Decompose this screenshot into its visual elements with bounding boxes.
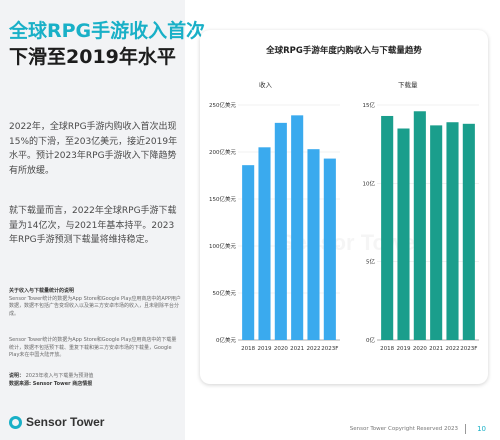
chart-title: 全球RPG手游年度内购收入与下载量趋势 <box>266 46 422 56</box>
title-line-1: 全球RPG手游收入首次 <box>9 20 206 42</box>
brand-name: Sensor Tower <box>26 415 105 429</box>
notes-label: 说明： <box>9 373 25 379</box>
page-number: 10 <box>477 425 486 433</box>
revenue-bar-2021 <box>291 115 304 340</box>
downloads-bar-2020 <box>413 111 426 341</box>
revenue-bar-2018 <box>242 165 255 340</box>
downloads-y-tick-label: 10亿 <box>363 179 376 187</box>
revenue-paragraph: 2022年，全球RPG手游内购收入首次出现15%的下滑，至203亿美元，接近20… <box>9 122 178 176</box>
downloads-subtitle: 下载量 <box>398 80 418 89</box>
chart-card: 全球RPG手游年度内购收入与下载量趋势 Sensor Tower 收入0亿美元5… <box>200 30 488 384</box>
notes-downloads: Sensor Tower统计的数据为App Store和Google Play应… <box>9 337 181 360</box>
revenue-bar-2020 <box>274 122 287 340</box>
downloads-bar-2022 <box>446 122 459 340</box>
revenue-y-tick-label: 250亿美元 <box>209 101 236 109</box>
downloads-x-tick-label: 2023F <box>460 346 477 352</box>
downloads-bar-2019 <box>397 128 410 340</box>
revenue-x-tick-label: 2020 <box>274 346 288 352</box>
downloads-x-tick-label: 2021 <box>429 346 443 352</box>
revenue-subtitle: 收入 <box>259 80 273 89</box>
revenue-bar-2019 <box>258 147 271 340</box>
notes-footer: 说明： 2023年收入与下载量为预测值 数据来源: Sensor Tower 商… <box>9 373 181 388</box>
left-panel: 全球RPG手游收入首次 下滑至2019年水平 2022年，全球RPG手游内购收入… <box>0 0 206 440</box>
revenue-x-tick-label: 2019 <box>258 346 272 352</box>
notes-label-text: 2023年收入与下载量为预测值 <box>25 373 94 379</box>
downloads-y-tick-label: 5亿 <box>366 258 375 266</box>
revenue-x-tick-label: 2018 <box>241 346 255 352</box>
notes-block: 关于收入与下载量统计的说明 Sensor Tower统计的数据为App Stor… <box>9 288 181 318</box>
revenue-bar-2023F <box>323 158 336 340</box>
downloads-chart: 下载量 0亿 5亿 10亿 15亿 2018 2019 2020 2021 2022 2023F <box>363 80 479 352</box>
revenue-x-tick-label: 2021 <box>290 346 304 352</box>
notes-body-revenue: Sensor Tower统计的数据为App Store和Google Play应… <box>9 295 181 317</box>
downloads-y-tick-label: 15亿 <box>363 101 376 109</box>
downloads-x-tick-label: 2018 <box>380 346 394 352</box>
revenue-x-tick-label: 2023F <box>321 346 338 352</box>
downloads-x-tick-label: 2019 <box>397 346 411 352</box>
notes-body-downloads: Sensor Tower统计的数据为App Store和Google Play应… <box>9 337 177 358</box>
sensor-tower-logo-icon <box>9 415 22 429</box>
revenue-bar-2022 <box>307 149 320 340</box>
downloads-bar-2021 <box>430 125 443 340</box>
downloads-x-tick-label: 2020 <box>413 346 427 352</box>
revenue-y-tick-label: 100亿美元 <box>209 242 236 250</box>
revenue-x-tick-label: 2022 <box>307 346 321 352</box>
downloads-paragraph: 就下载量而言，2022年全球RPG手游下载量为14亿次，与2021年基本持平。2… <box>9 206 177 245</box>
revenue-y-tick-label: 50亿美元 <box>213 289 237 297</box>
copyright: Sensor Tower Copyright Reserved 2023 <box>349 426 458 432</box>
downloads-bar-2023F <box>462 123 475 340</box>
page-title: 全球RPG手游收入首次 下滑至2019年水平 <box>9 18 206 70</box>
downloads-bar-2018 <box>381 115 394 340</box>
footer-divider <box>465 424 466 434</box>
revenue-y-tick-label: 0亿美元 <box>216 336 236 344</box>
title-line-2: 下滑至2019年水平 <box>9 46 176 68</box>
downloads-x-tick-label: 2022 <box>446 346 460 352</box>
revenue-y-tick-label: 200亿美元 <box>209 148 236 156</box>
brand-logo: Sensor Tower <box>9 414 104 430</box>
revenue-y-tick-label: 150亿美元 <box>209 195 236 203</box>
downloads-y-tick-label: 0亿 <box>366 336 375 344</box>
data-source: 数据来源: Sensor Tower 商店情报 <box>9 380 93 387</box>
notes-title: 关于收入与下载量统计的说明 <box>9 288 75 294</box>
